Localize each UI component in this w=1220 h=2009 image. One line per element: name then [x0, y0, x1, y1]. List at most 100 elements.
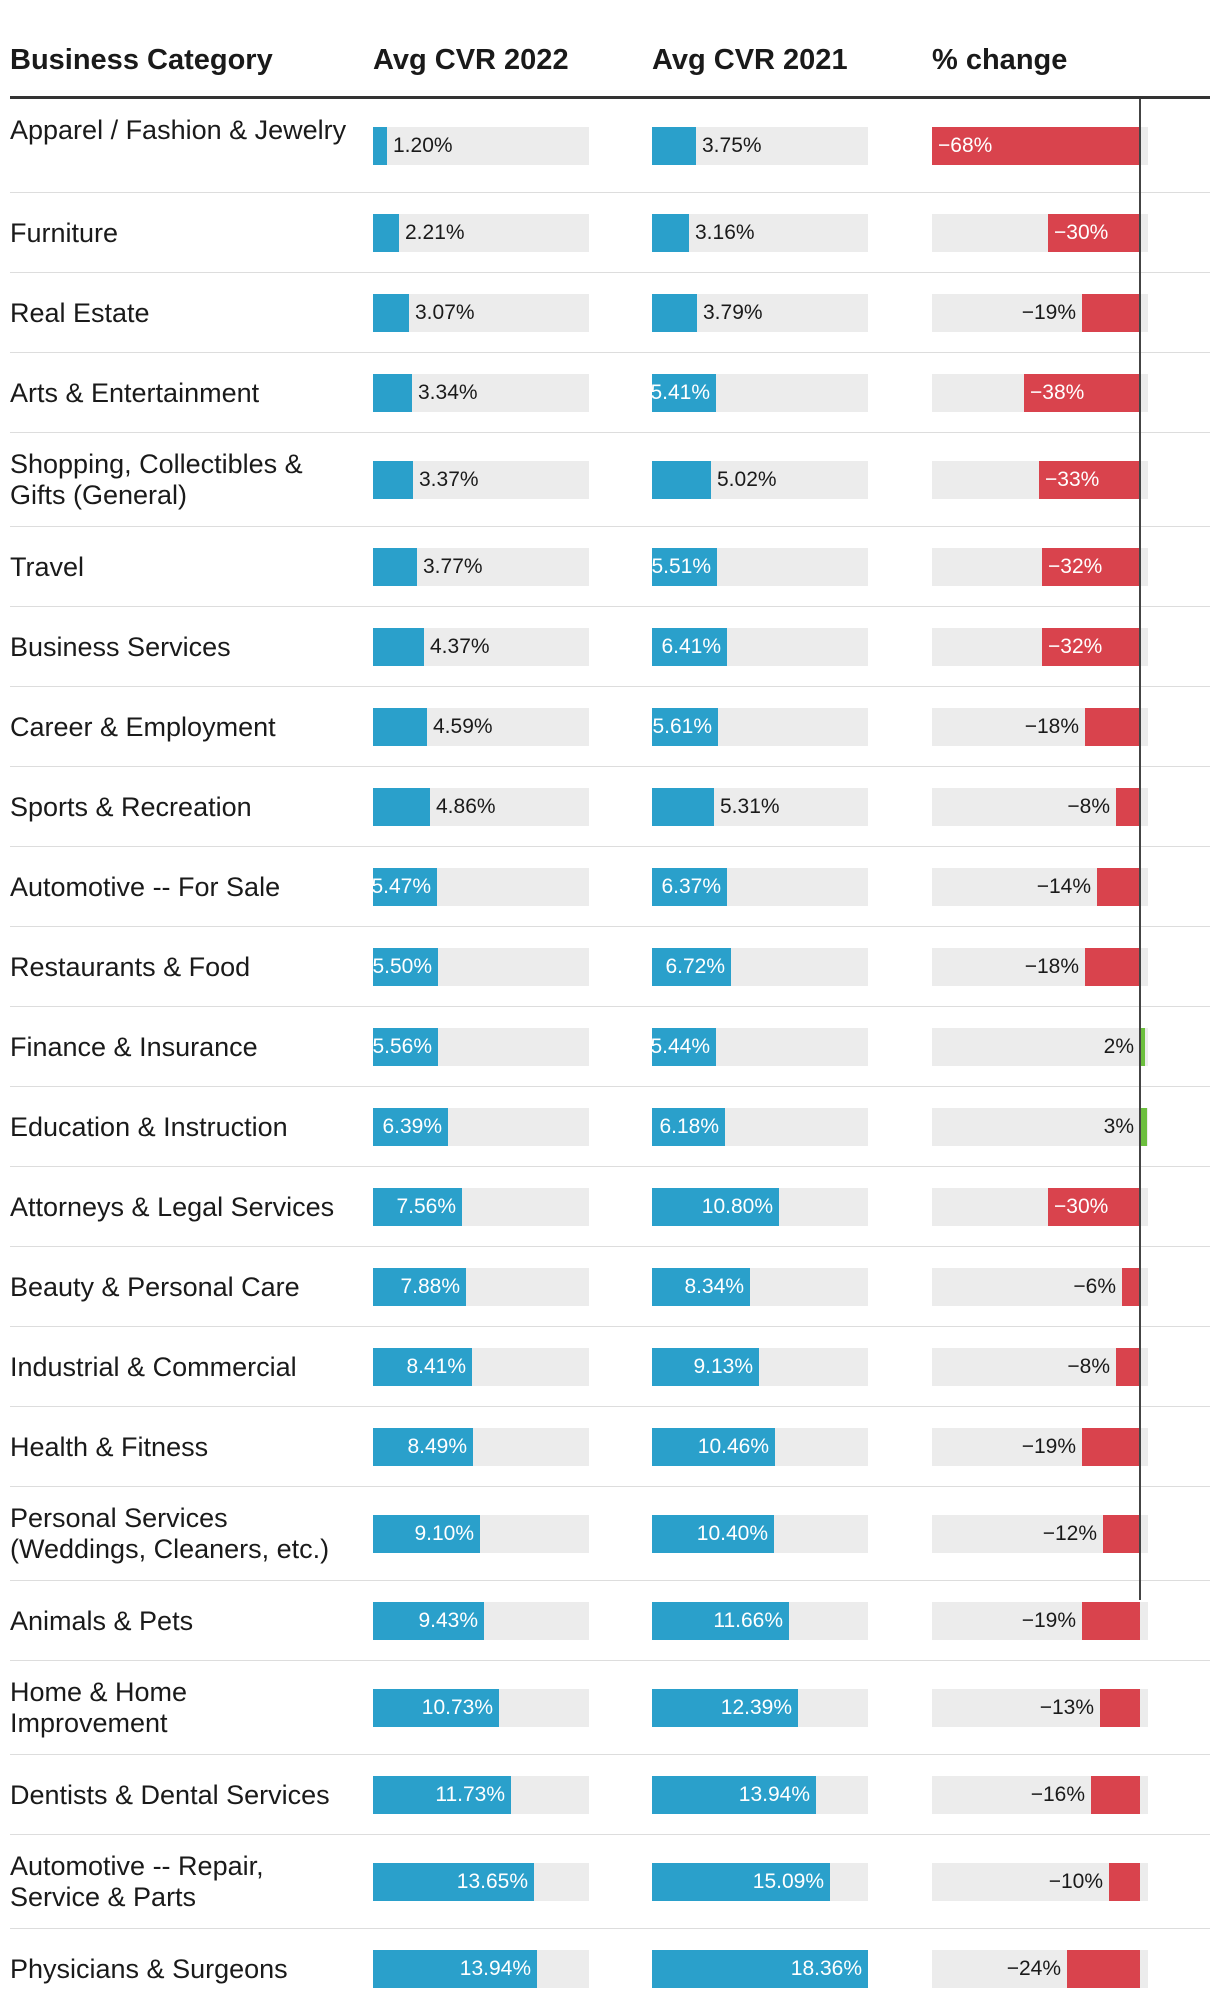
change-bar — [1082, 1428, 1140, 1466]
category-label: Sports & Recreation — [10, 792, 252, 822]
cvr-2021-track: 3.16% — [652, 214, 868, 252]
cvr-2021-bar — [652, 294, 697, 332]
change-bar — [1140, 1028, 1145, 1066]
change-label: −24% — [1006, 1957, 1061, 1980]
cvr-2022-track: 3.07% — [373, 294, 589, 332]
table-row: Real Estate 3.07% 3.79% −19% — [10, 273, 1210, 353]
change-bar — [1039, 461, 1140, 499]
cvr-2022-bar — [373, 548, 417, 586]
cvr-2021-track: 8.34% — [652, 1268, 868, 1306]
cvr-2022-label: 13.65% — [456, 1870, 528, 1893]
change-track: −18% — [932, 708, 1148, 746]
table-row: Beauty & Personal Care 7.88% 8.34% −6% — [10, 1247, 1210, 1327]
change-track: −6% — [932, 1268, 1148, 1306]
cvr-2022-bar — [373, 127, 387, 165]
change-track: −30% — [932, 1188, 1148, 1226]
cvr-2022-bar — [373, 214, 399, 252]
cvr-2022-track: 8.49% — [373, 1428, 589, 1466]
category-label: Arts & Entertainment — [10, 378, 260, 408]
table-row: Home & Home Improvement 10.73% 12.39% −13% — [10, 1661, 1210, 1755]
category-label: Beauty & Personal Care — [10, 1272, 300, 1302]
cvr-2022-bar — [373, 1188, 462, 1226]
change-track: −8% — [932, 1348, 1148, 1386]
cvr-2021-bar — [652, 214, 689, 252]
cvr-2021-label: 5.44% — [650, 1035, 710, 1058]
category-label: Home & Home Improvement — [10, 1677, 188, 1738]
header-business-category: Business Category — [10, 44, 273, 76]
row-divider — [10, 432, 1210, 433]
change-track: 3% — [932, 1108, 1148, 1146]
change-bar — [932, 127, 1140, 165]
row-divider — [10, 1326, 1210, 1327]
cvr-2022-label: 8.49% — [407, 1435, 467, 1458]
cvr-2022-label: 1.20% — [393, 134, 453, 157]
change-label: −18% — [1024, 955, 1079, 978]
change-track: −18% — [932, 948, 1148, 986]
header-avg-cvr-2021: Avg CVR 2021 — [652, 44, 848, 76]
change-label: −33% — [1045, 468, 1100, 491]
cvr-2021-track: 5.61% — [652, 708, 868, 746]
change-bar — [1100, 1689, 1140, 1727]
cvr-2021-label: 5.61% — [652, 715, 712, 738]
change-bar — [1024, 374, 1140, 412]
cvr-2021-bar — [652, 868, 727, 906]
cvr-2021-track: 13.94% — [652, 1776, 868, 1814]
category-label: Career & Employment — [10, 712, 276, 742]
table-row: Business Services 4.37% 6.41% −32% — [10, 607, 1210, 687]
cvr-2022-track: 3.34% — [373, 374, 589, 412]
cvr-2021-bar — [652, 1028, 716, 1066]
cvr-2021-bar — [652, 708, 718, 746]
cvr-2022-bar — [373, 1515, 480, 1553]
change-label: −30% — [1054, 1195, 1109, 1218]
cvr-2022-bar — [373, 868, 437, 906]
cvr-2021-label: 12.39% — [720, 1696, 792, 1719]
cvr-2022-bar — [373, 294, 409, 332]
change-track: −38% — [932, 374, 1148, 412]
cvr-2022-track: 11.73% — [373, 1776, 589, 1814]
cvr-2022-bar — [373, 1268, 466, 1306]
cvr-2021-track: 6.72% — [652, 948, 868, 986]
category-label: Furniture — [10, 218, 119, 248]
table-row: Animals & Pets 9.43% 11.66% −19% — [10, 1581, 1210, 1661]
table-row: Travel 3.77% 5.51% −32% — [10, 527, 1210, 607]
table-row: Arts & Entertainment 3.34% 5.41% −38% — [10, 353, 1210, 433]
cvr-2022-label: 3.37% — [419, 468, 479, 491]
change-track: −32% — [932, 548, 1148, 586]
table-row: Apparel / Fashion & Jewelry 1.20% 3.75% −68… — [10, 99, 1210, 193]
cvr-2022-label: 5.50% — [372, 955, 432, 978]
change-track: −68% — [932, 127, 1148, 165]
table-row: Automotive -- Repair, Service & Parts 13.… — [10, 1835, 1210, 1929]
change-track: −12% — [932, 1515, 1148, 1553]
cvr-2021-label: 9.13% — [693, 1355, 753, 1378]
change-bar — [1091, 1776, 1140, 1814]
cvr-2021-track: 6.41% — [652, 628, 868, 666]
change-bar — [1042, 628, 1140, 666]
cvr-2021-bar — [652, 948, 731, 986]
cvr-2022-track: 10.73% — [373, 1689, 589, 1727]
cvr-2021-track: 5.02% — [652, 461, 868, 499]
cvr-2022-bar — [373, 1348, 472, 1386]
change-label: −38% — [1030, 381, 1085, 404]
cvr-2021-track: 5.41% — [650, 374, 868, 412]
cvr-2022-track: 3.37% — [373, 461, 589, 499]
change-label: −32% — [1048, 555, 1103, 578]
table-row: Education & Instruction 6.39% 6.18% 3% — [10, 1087, 1210, 1167]
category-label: Attorneys & Legal Services — [10, 1192, 335, 1222]
change-label: 2% — [1103, 1035, 1134, 1058]
cvr-2022-label: 8.41% — [406, 1355, 466, 1378]
category-label: Physicians & Surgeons — [10, 1954, 288, 1984]
cvr-2021-track: 10.46% — [652, 1428, 868, 1466]
change-label: −13% — [1039, 1696, 1094, 1719]
cvr-2021-bar — [652, 127, 696, 165]
cvr-2021-bar — [652, 1348, 759, 1386]
cvr-2022-label: 2.21% — [405, 221, 465, 244]
cvr-2022-label: 13.94% — [459, 1957, 531, 1980]
table-row: Health & Fitness 8.49% 10.46% −19% — [10, 1407, 1210, 1487]
cvr-2022-track: 5.50% — [372, 948, 589, 986]
cvr-2022-track: 7.56% — [373, 1188, 589, 1226]
change-track: −19% — [932, 1428, 1148, 1466]
change-zero-line — [1139, 99, 1141, 1600]
cvr-2021-label: 3.79% — [703, 301, 763, 324]
change-bar — [1116, 1348, 1140, 1386]
cvr-2021-label: 5.31% — [720, 795, 780, 818]
